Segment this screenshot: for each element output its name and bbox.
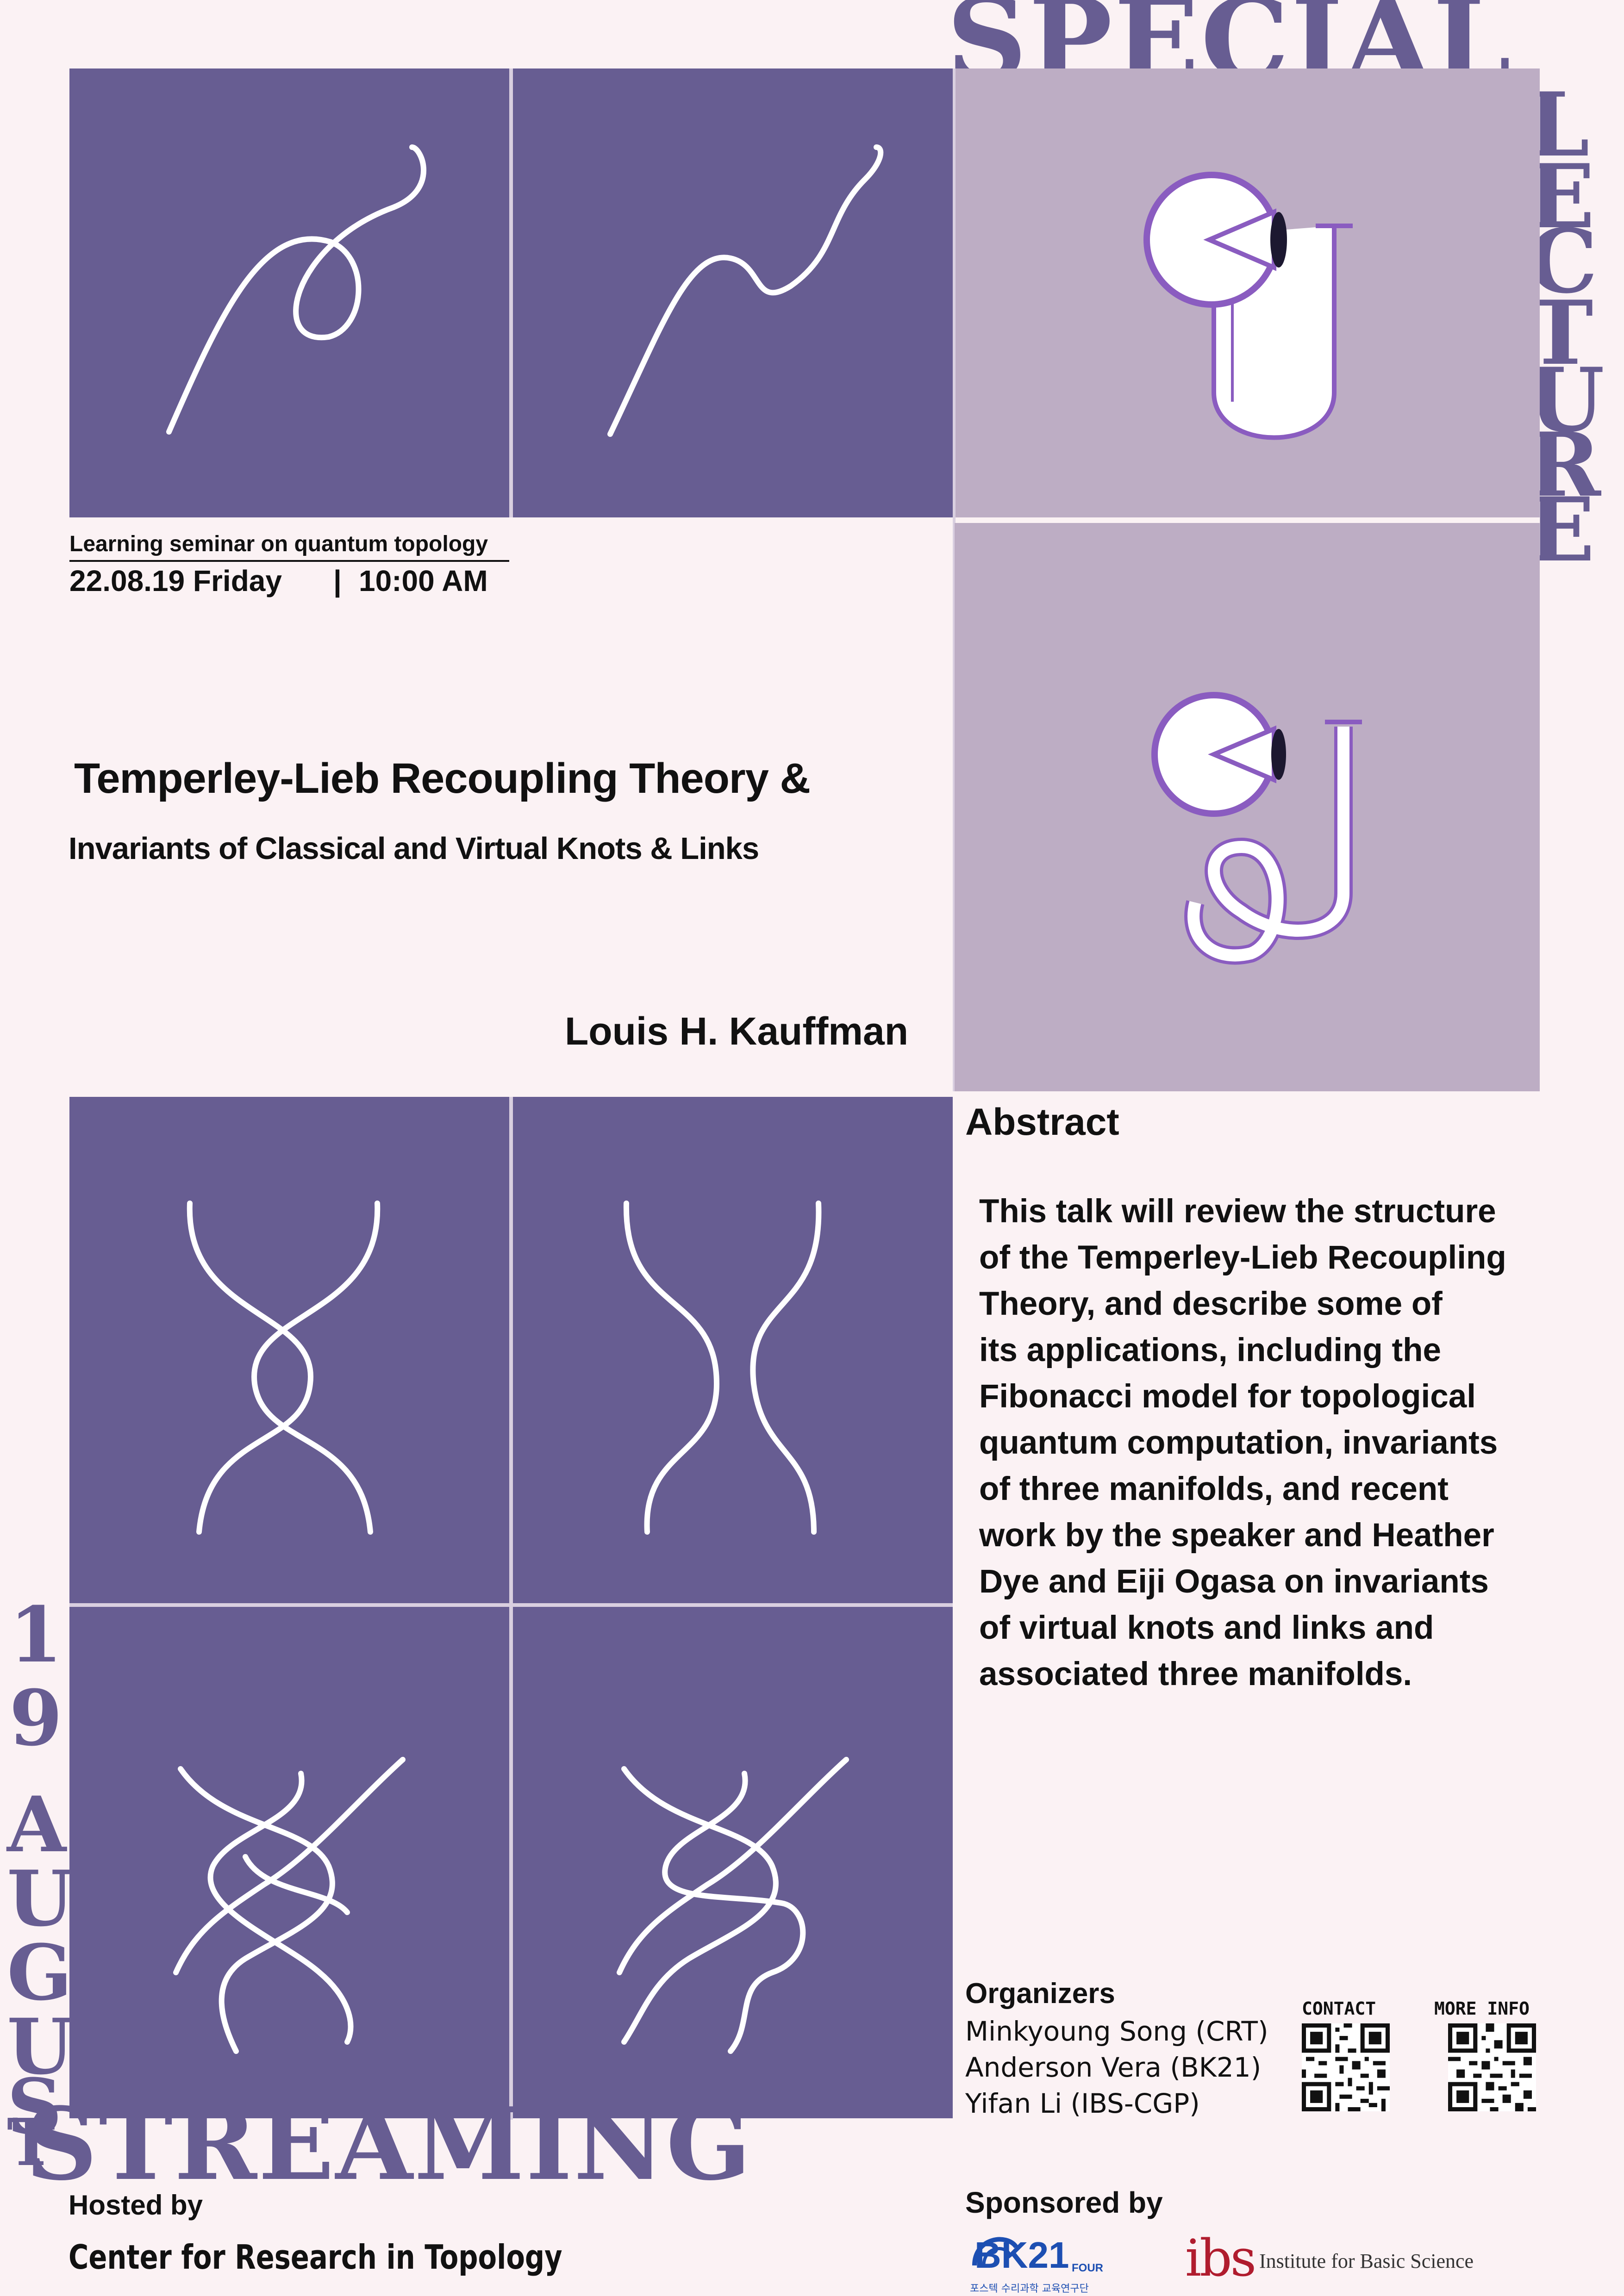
knot-panel-twist: [69, 68, 509, 517]
abstract-line: work by the speaker and Heather: [979, 1517, 1494, 1554]
date-digit: 9: [9, 1673, 62, 1763]
bk21-four: FOUR: [1072, 2262, 1103, 2274]
seminar-series: Learning seminar on quantum topology: [69, 532, 488, 556]
contact-qr-code[interactable]: [1302, 2023, 1390, 2111]
sponsored-by-label: Sponsored by: [965, 2186, 1163, 2219]
panel-divider: [509, 68, 513, 517]
braid-resolved-icon: [623, 1201, 822, 1535]
abstract-line: of virtual knots and links and: [979, 1610, 1434, 1646]
tangle-panel-left: [69, 1607, 509, 2118]
panel-divider: [509, 1097, 513, 2120]
braid-crossing-icon: [187, 1201, 381, 1535]
tangle-right-icon: [617, 1757, 849, 2054]
bk21-wordmark: BK21: [974, 2234, 1069, 2276]
ibs-wordmark: ibs: [1185, 2228, 1256, 2288]
date-time-separator: |: [333, 564, 342, 597]
streaming-title: STREAMING: [25, 2085, 753, 2203]
abstract-line: This talk will review the structure: [979, 1193, 1496, 1230]
series-underline: [69, 560, 509, 562]
month-letter: T: [7, 2105, 56, 2181]
talk-title-line1: Temperley-Lieb Recoupling Theory &: [74, 755, 811, 802]
month-letter: U: [7, 1854, 74, 1943]
hosted-by-label: Hosted by: [69, 2190, 203, 2221]
month-letter: A: [7, 1780, 67, 1869]
bk21-subtitle: 포스텍 수리과학 교육연구단: [970, 2283, 1089, 2295]
more-info-qr-code[interactable]: [1448, 2023, 1536, 2111]
abstract-line: quantum computation, invariants: [979, 1425, 1498, 1461]
knot-panel-untwist: [513, 68, 953, 517]
bk21-logo: BK21 FOUR 포스텍 수리과학 교육연구단: [965, 2228, 1113, 2295]
ibs-logo: ibs Institute for Basic Science: [1185, 2228, 1509, 2288]
braid-panel-resolved: [513, 1097, 953, 1603]
month-letter: U: [7, 2002, 74, 2091]
panel-divider: [69, 1603, 953, 1607]
eye-panel-knotted: [955, 523, 1540, 1091]
speaker-name: Louis H. Kauffman: [565, 1009, 909, 1053]
qr-code-icon: [1302, 2023, 1390, 2111]
bk21-ear-icon: [972, 2237, 1018, 2266]
untwisted-strand-icon: [607, 144, 884, 437]
tangle-left-icon: [173, 1757, 406, 2054]
panel-divider: [953, 68, 956, 1091]
abstract-line: of three manifolds, and recent: [979, 1471, 1449, 1507]
month-letter: G: [7, 1928, 72, 2017]
event-time: 10:00 AM: [359, 564, 488, 597]
organizers-list: Minkyoung Song (CRT) Anderson Vera (BK21…: [965, 2013, 1268, 2122]
eye-panel-top: [955, 68, 1540, 517]
lecture-letter: U: [1528, 348, 1605, 452]
month-letter: S: [7, 2062, 62, 2152]
abstract-heading: Abstract: [965, 1101, 1119, 1143]
organizer-name: Anderson Vera (BK21): [965, 2052, 1262, 2083]
host-organization: Center for Research in Topology: [69, 2238, 562, 2277]
abstract-line: Theory, and describe some of: [979, 1286, 1443, 1322]
organizers-heading: Organizers: [965, 1978, 1115, 2010]
abstract-line: Dye and Eiji Ogasa on invariants: [979, 1563, 1489, 1600]
ibs-name: Institute for Basic Science: [1259, 2250, 1474, 2272]
twisted-strand-icon: [166, 144, 426, 435]
date-digit: 1: [9, 1590, 62, 1680]
abstract-line: Fibonacci model for topological: [979, 1378, 1476, 1415]
event-date: 22.08.19 Friday: [69, 564, 282, 597]
eye-horn-icon: [1143, 172, 1353, 440]
qr-code-icon: [1448, 2023, 1536, 2111]
contact-label: CONTACT: [1302, 1998, 1376, 2019]
abstract-body: This talk will review the structure of t…: [979, 1188, 1535, 1698]
more-info-label: MORE INFO: [1434, 1998, 1530, 2019]
organizer-name: Yifan Li (IBS-CGP): [965, 2088, 1200, 2119]
abstract-line: associated three manifolds.: [979, 1656, 1412, 1692]
braid-panel-crossing: [69, 1097, 509, 1603]
abstract-line: its applications, including the: [979, 1332, 1442, 1369]
lecture-letter: R: [1528, 413, 1601, 516]
abstract-line: of the Temperley-Lieb Recoupling: [979, 1239, 1506, 1276]
knotted-horn-icon: [1151, 692, 1362, 965]
tangle-panel-right: [513, 1607, 953, 2118]
organizer-name: Minkyoung Song (CRT): [965, 2016, 1268, 2047]
talk-title-line2: Invariants of Classical and Virtual Knot…: [69, 831, 759, 866]
